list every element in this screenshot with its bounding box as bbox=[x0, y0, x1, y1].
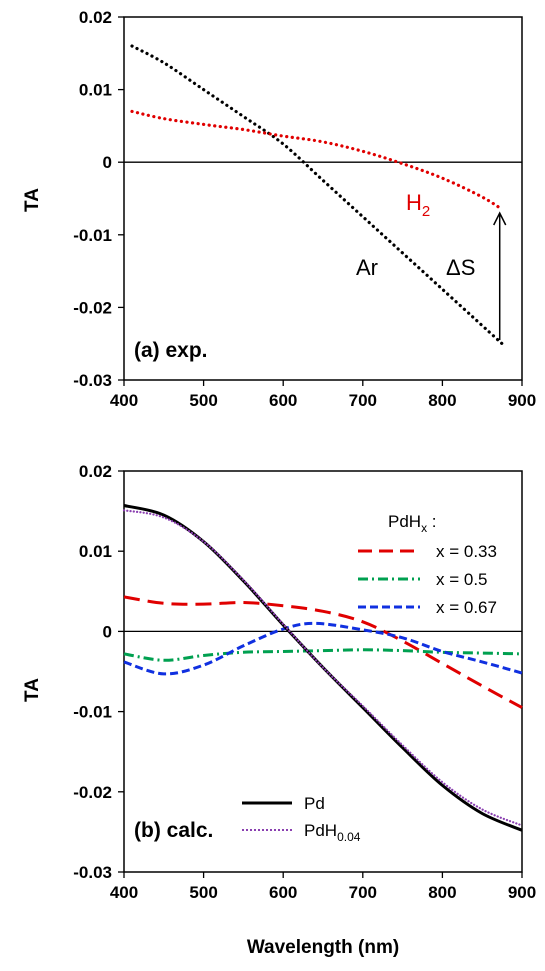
y-tick-label: -0.03 bbox=[73, 863, 112, 882]
legend: PdHx : x = 0.33 x = 0.5 x = 0.67 Pd PdH0… bbox=[242, 512, 497, 844]
panel-a: 400 500 600 700 800 900 0.02 0.01 0 -0.01 -0.02 -0.… bbox=[22, 8, 536, 410]
y-tick-label: 0 bbox=[103, 153, 112, 172]
y-tick-label: 0.01 bbox=[79, 81, 112, 100]
panel-label-b: (b) calc. bbox=[134, 819, 213, 842]
y-tick-label: -0.01 bbox=[73, 226, 112, 245]
x-tick-label: 900 bbox=[508, 883, 536, 902]
legend-label-x033: x = 0.33 bbox=[436, 542, 497, 561]
x-tick-label: 500 bbox=[189, 883, 217, 902]
series-line-b-0 bbox=[123, 595, 523, 709]
x-tick-label: 600 bbox=[269, 391, 297, 410]
y-tick-label: -0.02 bbox=[73, 298, 112, 317]
x-tick-label: 700 bbox=[349, 883, 377, 902]
y-tick-label: 0.02 bbox=[79, 8, 112, 27]
y-tick-label: -0.02 bbox=[73, 783, 112, 802]
y-tick-label: -0.01 bbox=[73, 703, 112, 722]
series-line-b-1 bbox=[123, 648, 523, 662]
x-tick-label: 800 bbox=[428, 883, 456, 902]
y-tick-label: 0.01 bbox=[79, 542, 112, 561]
y-axis-label-b: TA bbox=[22, 678, 43, 702]
y-tick-label: 0.02 bbox=[79, 462, 112, 481]
x-tick-label: 500 bbox=[189, 391, 217, 410]
series-label-ar: Ar bbox=[356, 255, 378, 280]
legend-label-x05: x = 0.5 bbox=[436, 570, 488, 589]
series-line-a-0 bbox=[130, 44, 504, 346]
series-label-h2: H2 bbox=[406, 190, 430, 220]
x-tick-label: 400 bbox=[110, 391, 138, 410]
series-line-b-4 bbox=[122, 509, 524, 827]
legend-label-pdh004: PdH0.04 bbox=[304, 821, 361, 844]
y-tick-label: -0.03 bbox=[73, 371, 112, 390]
y-tick-label: 0 bbox=[103, 622, 112, 641]
x-tick-label: 400 bbox=[110, 883, 138, 902]
panel-b: 400 500 600 700 800 900 0.02 0.01 0 -0.01 -0.02 -0.… bbox=[22, 462, 536, 958]
x-tick-label: 700 bbox=[349, 391, 377, 410]
series-line-a-1 bbox=[130, 109, 504, 211]
x-axis-label: Wavelength (nm) bbox=[247, 937, 399, 958]
plot-frame-b bbox=[123, 470, 523, 873]
delta-s-arrowhead bbox=[493, 211, 507, 226]
legend-label-x067: x = 0.67 bbox=[436, 598, 497, 617]
plot-frame-a bbox=[123, 16, 523, 381]
legend-label-pd: Pd bbox=[304, 794, 325, 813]
x-tick-label: 900 bbox=[508, 391, 536, 410]
y-axis-label-a: TA bbox=[22, 188, 43, 212]
x-tick-label: 800 bbox=[428, 391, 456, 410]
delta-s-label: ΔS bbox=[446, 255, 475, 280]
x-tick-label: 600 bbox=[269, 883, 297, 902]
panel-label-a: (a) exp. bbox=[134, 339, 208, 362]
legend-title: PdHx : bbox=[388, 512, 437, 535]
